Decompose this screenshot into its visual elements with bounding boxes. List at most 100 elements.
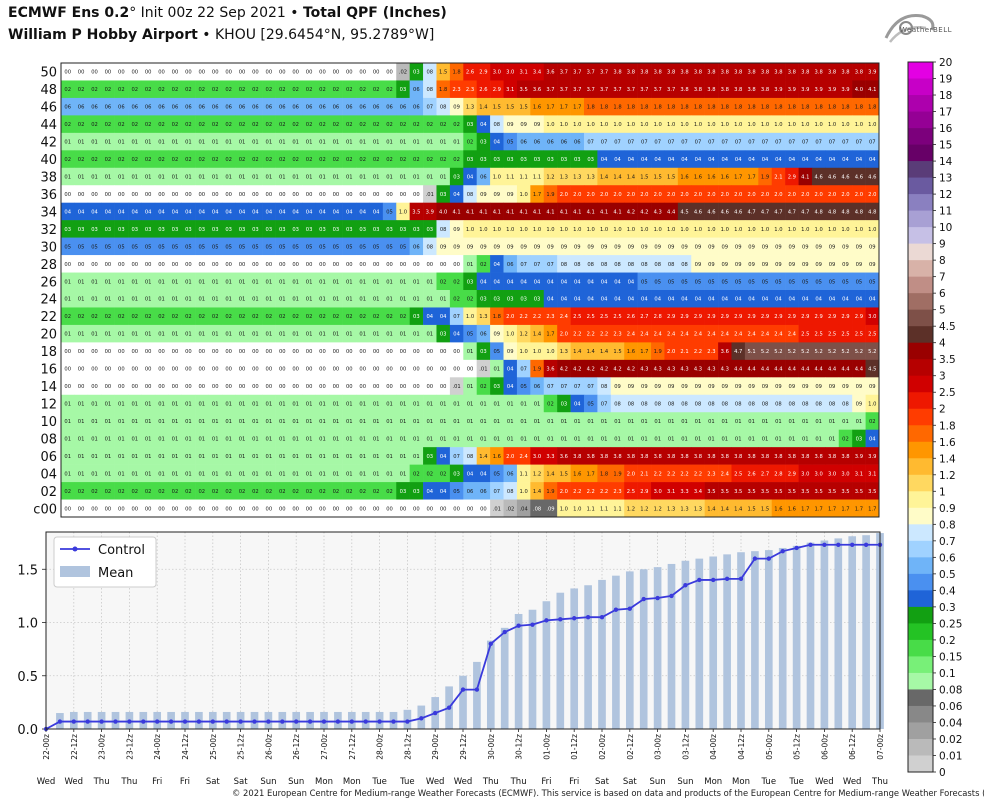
heatmap-cell-value: 01 xyxy=(601,419,608,425)
heatmap-cell xyxy=(369,202,384,221)
heatmap-cell xyxy=(409,132,424,151)
heatmap-cell xyxy=(744,150,759,169)
heatmap-cell-value: 01 xyxy=(78,419,85,425)
heatmap-cell-value: 01 xyxy=(775,436,782,442)
heatmap-cell xyxy=(463,342,478,361)
heatmap-cell xyxy=(476,150,491,169)
heatmap-cell-value: 08 xyxy=(681,402,688,408)
heatmap-cell-value: 04 xyxy=(158,209,165,215)
heatmap-cell xyxy=(557,324,571,343)
colorbar-tick-label: 3 xyxy=(939,371,946,383)
heatmap-cell xyxy=(852,202,866,221)
heatmap-cell-value: 5.2 xyxy=(855,349,863,355)
heatmap-cell-value: 01 xyxy=(292,402,299,408)
mean-bar xyxy=(764,550,773,729)
heatmap-cell-value: 3.8 xyxy=(707,70,715,76)
heatmap-cell-value: 00 xyxy=(346,349,353,355)
heatmap-cell-value: 1.2 xyxy=(520,332,528,338)
heatmap-cell-value: 00 xyxy=(279,367,286,373)
heatmap-cell xyxy=(490,307,504,326)
heatmap-cell-value: 03 xyxy=(413,70,420,76)
heatmap-cell xyxy=(530,115,545,134)
heatmap-cell-value: 04 xyxy=(198,209,205,215)
heatmap-cell-value: 2.5 xyxy=(573,314,581,320)
heatmap-cell-value: 3.1 xyxy=(506,87,514,93)
heatmap-cell xyxy=(315,342,330,361)
heatmap-cell xyxy=(852,115,866,134)
heatmap-cell-value: 06 xyxy=(131,105,138,111)
mean-bar xyxy=(653,567,662,729)
heatmap-cell xyxy=(583,237,598,256)
heatmap-cell xyxy=(463,97,478,116)
heatmap-cell xyxy=(128,220,142,238)
heatmap-cell xyxy=(718,132,732,151)
colorbar-band xyxy=(908,95,933,112)
heatmap-cell xyxy=(61,202,75,221)
heatmap-cell-value: 00 xyxy=(346,384,353,390)
heatmap-cell xyxy=(744,167,759,186)
heatmap-cell-value: 01 xyxy=(185,454,192,460)
heatmap-cell-value: 00 xyxy=(292,262,299,268)
heatmap-cell-value: 02 xyxy=(198,314,205,320)
heatmap-cell xyxy=(369,185,384,203)
heatmap-cell xyxy=(74,290,89,308)
heatmap-cell xyxy=(516,202,531,221)
heatmap-cell xyxy=(798,202,813,221)
heatmap-cell xyxy=(409,202,424,221)
heatmap-cell xyxy=(208,307,223,326)
heatmap-cell-value: 3.0 xyxy=(801,471,809,477)
x-tick-label: 30-00z xyxy=(487,734,496,760)
heatmap-cell-value: 02 xyxy=(292,314,299,320)
heatmap-cell xyxy=(369,97,384,116)
heatmap-cell-value: 4.1 xyxy=(573,209,581,215)
heatmap-cell-value: 01 xyxy=(628,436,635,442)
heatmap-cell xyxy=(677,97,692,116)
heatmap-cell-value: 03 xyxy=(198,227,205,233)
heatmap-cell-value: 04 xyxy=(373,209,380,215)
heatmap-cell-value: 00 xyxy=(400,192,407,198)
member-label: 46 xyxy=(40,101,57,116)
heatmap-cell-value: 01 xyxy=(131,175,138,181)
heatmap-cell-value: 01 xyxy=(91,279,98,285)
control-point xyxy=(168,719,174,724)
heatmap-cell-value: 1.0 xyxy=(761,227,769,233)
heatmap-cell-value: 01 xyxy=(359,402,366,408)
heatmap-cell xyxy=(463,63,478,81)
heatmap-cell-value: 01 xyxy=(172,419,179,425)
heatmap-cell-value: 1.4 xyxy=(573,349,582,355)
heatmap-cell xyxy=(610,132,625,151)
control-point xyxy=(752,556,758,561)
member-label: 50 xyxy=(40,66,57,81)
heatmap-cell-value: 01 xyxy=(789,419,796,425)
heatmap-cell-value: 01 xyxy=(668,436,675,442)
heatmap-cell-value: 02 xyxy=(333,157,340,163)
heatmap-cell-value: 3.7 xyxy=(573,87,581,93)
heatmap-cell-value: 2.9 xyxy=(734,314,742,320)
control-point xyxy=(641,596,646,602)
heatmap-cell xyxy=(221,272,236,291)
heatmap-cell-value: 04 xyxy=(480,122,487,128)
heatmap-cell-value: 05 xyxy=(654,279,661,285)
heatmap-cell xyxy=(798,132,813,151)
heatmap-cell xyxy=(516,324,531,343)
heatmap-cell xyxy=(369,167,384,186)
heatmap-cell-value: 05 xyxy=(494,349,501,355)
heatmap-cell xyxy=(74,307,89,326)
heatmap-cell xyxy=(382,255,397,273)
heatmap-cell xyxy=(530,377,545,396)
heatmap-cell-value: 1.0 xyxy=(734,227,742,233)
heatmap-cell-value: 3.0 xyxy=(506,70,514,76)
heatmap-cell-value: 00 xyxy=(346,192,353,198)
heatmap-cell xyxy=(101,185,115,203)
heatmap-cell-value: 01 xyxy=(400,454,407,460)
heatmap-cell xyxy=(128,272,142,291)
heatmap-cell xyxy=(637,115,652,134)
heatmap-cell xyxy=(74,202,89,221)
heatmap-cell xyxy=(597,324,612,343)
heatmap-cell-value: 1.0 xyxy=(667,122,675,128)
heatmap-cell xyxy=(275,324,290,343)
heatmap-cell xyxy=(718,202,732,221)
heatmap-cell-value: 01 xyxy=(252,175,259,181)
heatmap-cell-value: 02 xyxy=(239,489,246,495)
heatmap-cell-value: 2.3 xyxy=(613,489,621,495)
